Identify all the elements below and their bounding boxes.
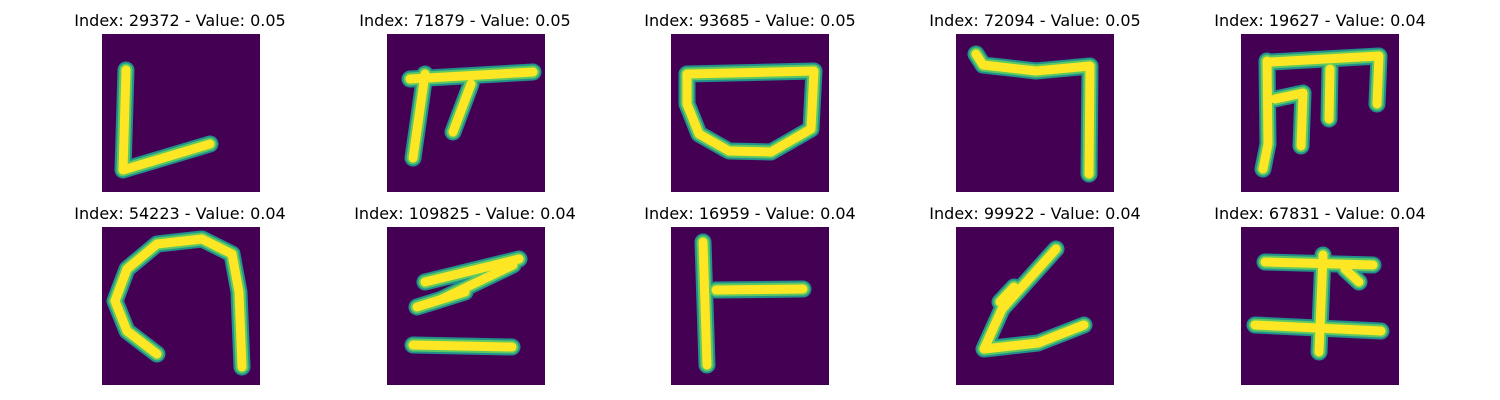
digit-panel: Index: 99922 - Value: 0.04 [890,203,1180,385]
panel-title: Index: 67831 - Value: 0.04 [1214,204,1426,223]
glyph-stroke [979,244,1089,354]
image-background [671,227,829,385]
digit-image [1241,34,1399,192]
glyph-stroke [698,237,712,370]
glyph-stroke [682,66,819,157]
digit-panel: Index: 109825 - Value: 0.04 [320,203,610,385]
digit-panel: Index: 54223 - Value: 0.04 [35,203,325,385]
glyph-stroke [995,282,1019,307]
digit-panel: Index: 19627 - Value: 0.04 [1175,10,1465,192]
digit-panel: Index: 93685 - Value: 0.05 [605,10,895,192]
panel-title: Index: 109825 - Value: 0.04 [354,204,576,223]
bowl-stroke-glyph [678,62,823,161]
digit-panel: Index: 67831 - Value: 0.04 [1175,203,1465,385]
glyph-stroke [1258,56,1273,174]
glyph-stroke [408,340,517,352]
glyph-stroke [118,65,215,175]
digit-image [387,34,545,192]
arch-stroke-glyph [106,230,251,376]
panel-title: Index: 54223 - Value: 0.04 [74,204,286,223]
digit-panel: Index: 72094 - Value: 0.05 [890,10,1180,192]
digit-image [671,227,829,385]
L-shaped-stroke-glyph [114,61,219,179]
glyph-stroke [1250,320,1386,336]
slanted-E-stroke-glyph [404,250,528,356]
glyph-stroke [1270,88,1308,151]
glyph-stroke [448,79,476,137]
glyph-stroke [405,67,538,84]
hook-stroke-glyph [967,45,1099,183]
digit-image [956,227,1114,385]
digit-image [671,34,829,192]
panel-title: Index: 99922 - Value: 0.04 [929,204,1141,223]
digit-panel: Index: 29372 - Value: 0.05 [35,10,325,192]
glyph-stroke [1340,264,1364,287]
glyph-stroke [110,234,247,372]
digit-panel: Index: 71879 - Value: 0.05 [320,10,610,192]
panel-title: Index: 93685 - Value: 0.05 [644,11,856,30]
digit-image [956,34,1114,192]
T-stroke-glyph [694,233,812,374]
glyph-stroke [412,287,470,312]
panel-title: Index: 16959 - Value: 0.04 [644,204,856,223]
hooked-L-stroke-glyph [975,240,1093,358]
panel-title: Index: 72094 - Value: 0.05 [929,11,1141,30]
panel-title: Index: 71879 - Value: 0.05 [359,11,571,30]
panel-title: Index: 19627 - Value: 0.04 [1214,11,1426,30]
digit-image [1241,227,1399,385]
digit-panel: Index: 16959 - Value: 0.04 [605,203,895,385]
glyph-stroke [420,254,524,287]
glyph-stroke [1266,51,1384,109]
image-background [956,227,1114,385]
glyph-stroke [1314,250,1328,357]
E-stroke-glyph [1254,47,1388,178]
digit-image [102,34,260,192]
glyph-stroke [408,69,430,163]
digit-image [387,227,545,385]
rake-stroke-glyph [401,63,542,167]
glyph-stroke [1324,64,1335,124]
I-stroke-glyph [1246,246,1390,361]
glyph-stroke [971,49,1095,179]
panel-title: Index: 29372 - Value: 0.05 [74,11,286,30]
glyph-stroke [711,284,808,295]
digit-image [102,227,260,385]
